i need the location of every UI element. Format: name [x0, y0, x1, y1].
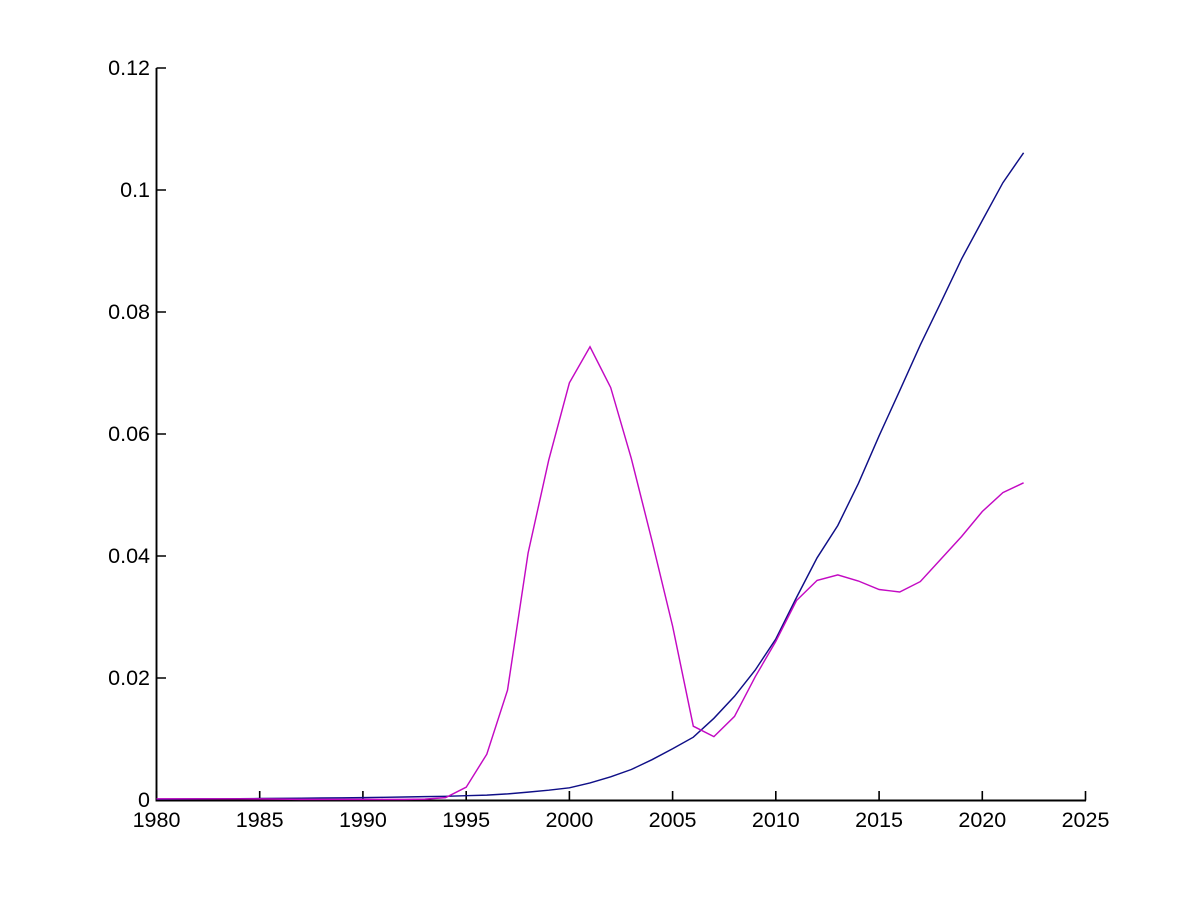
svg-text:0.08: 0.08: [108, 300, 150, 324]
svg-text:0: 0: [138, 788, 150, 812]
svg-text:0.12: 0.12: [108, 56, 150, 80]
svg-text:2005: 2005: [649, 808, 697, 832]
svg-text:1995: 1995: [442, 808, 490, 832]
svg-text:2000: 2000: [545, 808, 593, 832]
svg-text:0.06: 0.06: [108, 422, 150, 446]
svg-text:0.1: 0.1: [120, 178, 150, 202]
svg-text:0.04: 0.04: [108, 544, 150, 568]
svg-text:2020: 2020: [958, 808, 1006, 832]
svg-text:1990: 1990: [339, 808, 387, 832]
svg-text:2025: 2025: [1062, 808, 1110, 832]
svg-text:0.02: 0.02: [108, 666, 150, 690]
svg-text:1985: 1985: [236, 808, 284, 832]
svg-text:2015: 2015: [855, 808, 903, 832]
svg-text:1980: 1980: [133, 808, 181, 832]
svg-text:2010: 2010: [752, 808, 800, 832]
